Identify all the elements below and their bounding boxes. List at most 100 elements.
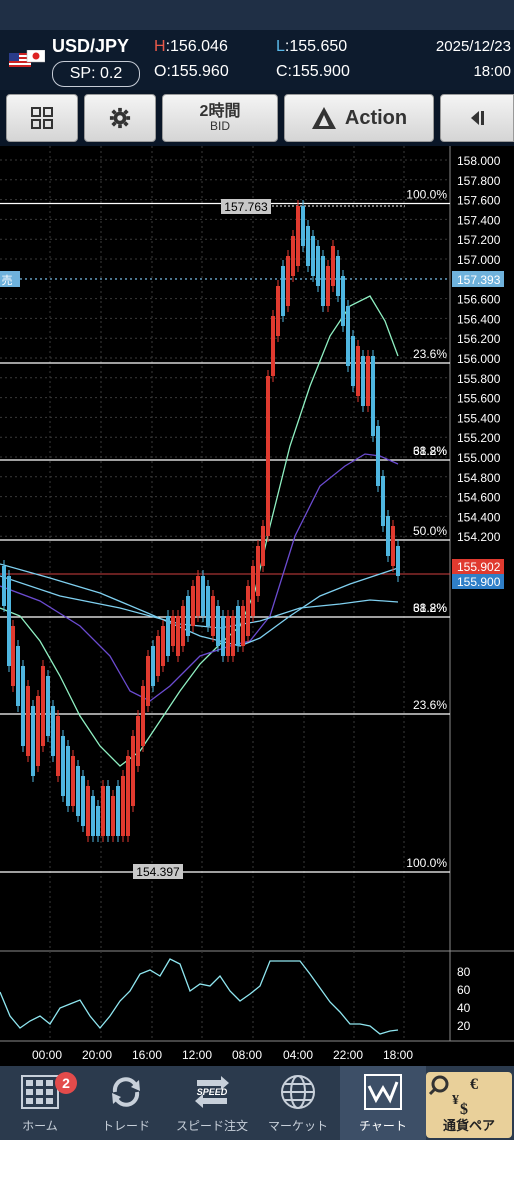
ma-fast-line bbox=[0, 295, 399, 767]
y-tick-label: 156.200 bbox=[457, 332, 501, 346]
candle-body bbox=[276, 286, 280, 336]
candle-body bbox=[226, 616, 230, 656]
open-price: O:155.960 bbox=[154, 63, 229, 80]
nav-chart-label: チャート bbox=[359, 1119, 407, 1133]
action-triangle-icon bbox=[311, 107, 336, 129]
candle-body bbox=[236, 606, 240, 646]
x-tick-label: 12:00 bbox=[182, 1048, 212, 1062]
osc-tick-label: 60 bbox=[457, 983, 471, 997]
y-tick-label: 157.600 bbox=[457, 194, 501, 208]
osc-tick-label: 20 bbox=[457, 1019, 471, 1033]
price-tag-blue: 155.900 bbox=[457, 575, 501, 589]
candle-body bbox=[116, 786, 120, 836]
y-tick-label: 157.200 bbox=[457, 233, 501, 247]
nav-chart[interactable]: チャート bbox=[340, 1066, 426, 1140]
fib-label: 61.8% bbox=[413, 444, 447, 458]
nav-speed-order[interactable]: SPEED スピード注文 bbox=[172, 1066, 252, 1140]
candle-body bbox=[376, 426, 380, 486]
collapse-left-icon bbox=[471, 111, 484, 125]
y-tick-label: 158.000 bbox=[457, 154, 501, 168]
x-tick-label: 18:00 bbox=[383, 1048, 413, 1062]
y-tick-label: 155.400 bbox=[457, 411, 501, 425]
svg-text:€: € bbox=[470, 1076, 478, 1093]
svg-text:$: $ bbox=[460, 1101, 468, 1118]
candle-body bbox=[246, 586, 250, 636]
candle-body bbox=[326, 266, 330, 306]
y-tick-label: 154.800 bbox=[457, 471, 501, 485]
candle-body bbox=[181, 606, 185, 646]
candle-body bbox=[51, 706, 55, 756]
candle-body bbox=[121, 776, 125, 836]
chart-canvas[interactable]: 158.000 157.800 157.600 157.400 157.200 157.0… bbox=[0, 146, 514, 1066]
candle-body bbox=[206, 586, 210, 626]
candle-body bbox=[191, 586, 195, 626]
candle-body bbox=[381, 476, 385, 526]
nav-currency-pair[interactable]: € ¥ $ 通貨ペア bbox=[426, 1072, 512, 1138]
candle-body bbox=[176, 616, 180, 656]
candle-body bbox=[231, 616, 235, 656]
y-tick-label: 155.800 bbox=[457, 372, 501, 386]
candle-body bbox=[141, 686, 145, 746]
trade-cycle-icon bbox=[112, 1077, 140, 1107]
y-tick-label: 155.600 bbox=[457, 392, 501, 406]
fib-label: 100.0% bbox=[406, 188, 447, 202]
y-tick-label: 157.400 bbox=[457, 213, 501, 227]
candle-body bbox=[271, 316, 275, 376]
notification-badge: 2 bbox=[55, 1072, 77, 1094]
candle-body bbox=[261, 526, 265, 566]
price-tag-red-box bbox=[452, 559, 504, 574]
candle-body bbox=[71, 756, 75, 806]
candle-body bbox=[306, 226, 310, 266]
candle-body bbox=[321, 256, 325, 306]
low-label-box bbox=[133, 864, 183, 879]
y-tick-label: 154.400 bbox=[457, 510, 501, 524]
x-tick-label: 00:00 bbox=[32, 1048, 62, 1062]
nav-trade-label: トレード bbox=[101, 1119, 150, 1133]
candle-body bbox=[366, 356, 370, 406]
action-button[interactable]: Action bbox=[284, 94, 434, 142]
ma-slow-line bbox=[0, 563, 399, 647]
timeframe-button[interactable]: 2時間 BID bbox=[162, 94, 278, 142]
y-tick-label: 156.600 bbox=[457, 293, 501, 307]
low-label: 154.397 bbox=[136, 865, 180, 879]
sell-price: 157.393 bbox=[457, 273, 501, 287]
y-tick-label: 154.200 bbox=[457, 530, 501, 544]
nav-home[interactable]: 2 ホーム bbox=[0, 1066, 80, 1140]
sell-tag-box bbox=[0, 271, 20, 287]
x-tick-label: 22:00 bbox=[333, 1048, 363, 1062]
candle-body bbox=[196, 576, 200, 616]
layout-button[interactable] bbox=[6, 94, 78, 142]
candle-body bbox=[291, 236, 295, 276]
high-price: H:156.046 bbox=[154, 38, 228, 55]
candle-body bbox=[211, 596, 215, 636]
nav-market-label: マーケット bbox=[267, 1119, 328, 1133]
close-price: C:155.900 bbox=[276, 63, 350, 80]
price-chart[interactable]: 158.000 157.800 157.600 157.400 157.200 157.0… bbox=[0, 146, 514, 1066]
candle-body bbox=[36, 696, 40, 766]
candle-body bbox=[126, 756, 130, 836]
candle-body bbox=[16, 646, 20, 706]
globe-icon bbox=[281, 1075, 315, 1109]
candle-body bbox=[136, 716, 140, 766]
settings-button[interactable] bbox=[84, 94, 156, 142]
y-tick-label: 156.000 bbox=[457, 352, 501, 366]
nav-currency-pair-label: 通貨ペア bbox=[442, 1118, 495, 1133]
candle-body bbox=[216, 606, 220, 646]
currency-pair[interactable]: USD/JPY bbox=[52, 36, 130, 56]
nav-trade[interactable]: トレード bbox=[86, 1066, 166, 1140]
candle-body bbox=[251, 566, 255, 616]
usd-jpy-flag-icon bbox=[9, 50, 45, 67]
chart-line-icon bbox=[364, 1074, 402, 1110]
osc-tick-label: 40 bbox=[457, 1001, 471, 1015]
candle-body bbox=[336, 256, 340, 296]
nav-market[interactable]: マーケット bbox=[258, 1066, 338, 1140]
candle-body bbox=[256, 546, 260, 596]
fib-label: 61.8% bbox=[413, 601, 447, 615]
x-tick-label: 08:00 bbox=[232, 1048, 262, 1062]
speed-icon-text: SPEED bbox=[197, 1087, 228, 1097]
candle-body bbox=[76, 766, 80, 816]
candle-body bbox=[386, 516, 390, 556]
currency-search-icon: € ¥$ bbox=[428, 1075, 478, 1118]
collapse-panel-button[interactable] bbox=[440, 94, 514, 142]
timeframe-label: 2時間 bbox=[199, 102, 241, 120]
